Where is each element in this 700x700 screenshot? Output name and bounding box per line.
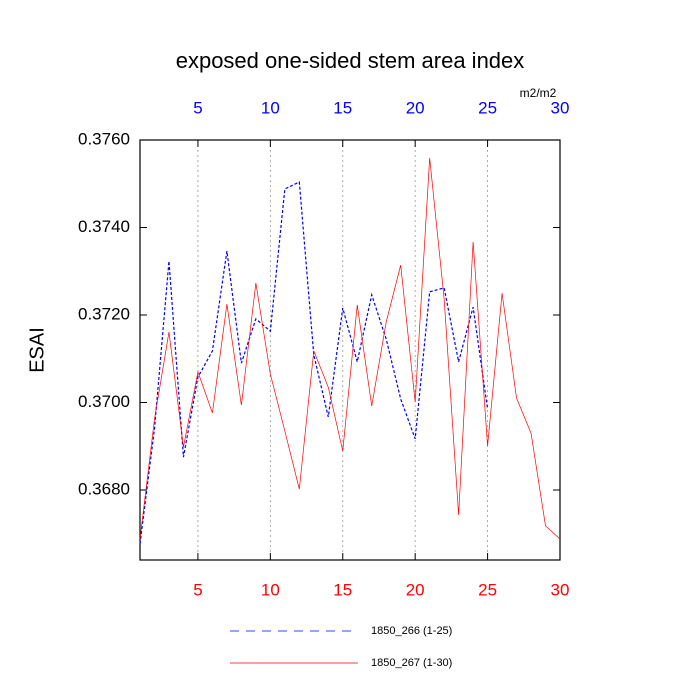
x-tick-label: 5 [193,580,202,599]
x-tick-label: 30 [551,580,570,599]
legend-label: 1850_267 (1-30) [371,657,452,669]
series-line [139,181,489,544]
series-line [139,157,561,540]
y-tick-label: 0.3680 [78,479,130,498]
x-top-tick-label: 15 [333,98,352,117]
x-top-tick-label: 5 [193,98,202,117]
y-tick-label: 0.3760 [78,129,130,148]
y-axis-label: ESAI [26,327,48,373]
x-tick-label: 20 [406,580,425,599]
y-tick-label: 0.3720 [78,304,130,323]
x-top-tick-label: 10 [261,98,280,117]
y-tick-label: 0.3740 [78,217,130,236]
x-tick-label: 25 [478,580,497,599]
y-tick-label: 0.3700 [78,392,130,411]
x-tick-label: 10 [261,580,280,599]
x-top-units: m2/m2 [520,86,557,100]
x-tick-label: 15 [333,580,352,599]
x-top-tick-label: 20 [406,98,425,117]
legend-label: 1850_266 (1-25) [371,625,452,637]
x-top-tick-label: 30 [551,98,570,117]
plot-frame [139,139,561,561]
x-top-tick-label: 25 [478,98,497,117]
chart-title: exposed one-sided stem area index [176,48,525,73]
